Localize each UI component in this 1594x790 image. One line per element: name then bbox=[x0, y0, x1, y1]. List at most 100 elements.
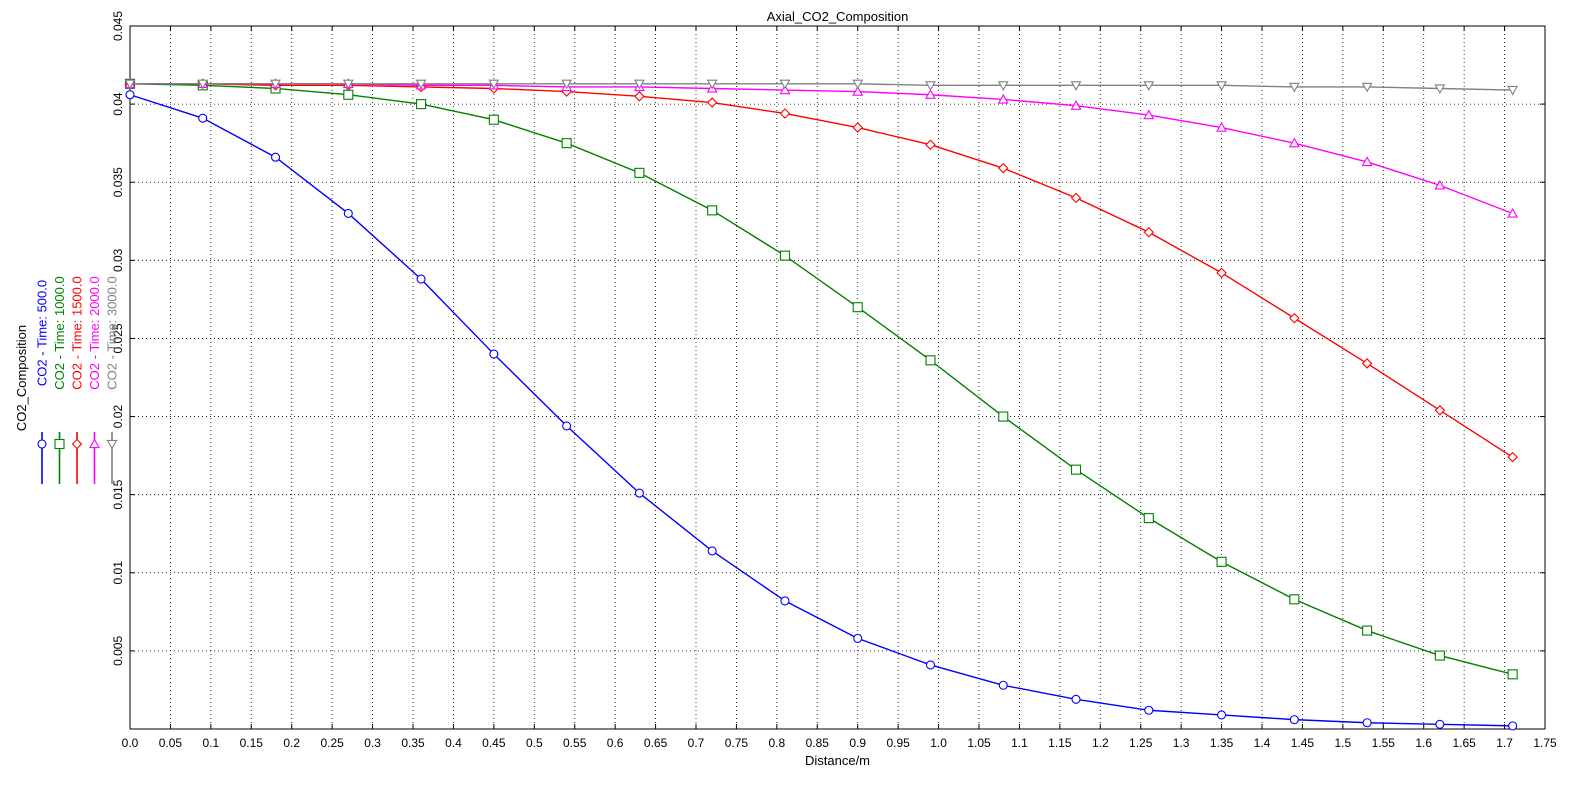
data-point-marker bbox=[1508, 721, 1518, 731]
series-line bbox=[129, 94, 1513, 727]
x-tick-label: 1.7 bbox=[1496, 736, 1513, 750]
x-tick-label: 1.05 bbox=[967, 736, 991, 750]
x-tick-label: 0.55 bbox=[563, 736, 587, 750]
data-point-marker bbox=[852, 85, 864, 96]
legend-item-label: CO2 - Time: 3000.0 bbox=[105, 276, 120, 389]
data-point-marker bbox=[1144, 705, 1154, 715]
legend-title: CO2_Composition bbox=[14, 325, 29, 431]
data-point-marker bbox=[634, 91, 645, 102]
data-point-marker bbox=[634, 488, 644, 498]
data-point-marker bbox=[780, 596, 790, 606]
data-point-marker bbox=[1216, 121, 1228, 132]
data-point-marker bbox=[489, 349, 499, 359]
x-tick-label: 0.5 bbox=[526, 736, 543, 750]
data-point-marker bbox=[562, 421, 572, 431]
x-tick-label: 1.2 bbox=[1092, 736, 1109, 750]
data-point-marker bbox=[343, 208, 353, 219]
data-point-marker bbox=[488, 114, 499, 125]
grid-layer bbox=[130, 26, 1545, 729]
data-point-marker bbox=[1289, 594, 1300, 605]
data-point-marker bbox=[1143, 81, 1155, 91]
legend-item-label: CO2 - Time: 2000.0 bbox=[87, 276, 102, 389]
y-tick-label: 0.045 bbox=[111, 11, 125, 41]
y-tick-label: 0.015 bbox=[111, 479, 125, 509]
x-tick-label: 0.05 bbox=[159, 736, 183, 750]
x-tick-label: 0.3 bbox=[364, 736, 381, 750]
data-point-marker bbox=[779, 108, 791, 119]
legend-item-label: CO2 - Time: 1000.0 bbox=[52, 276, 67, 389]
data-point-marker bbox=[1070, 81, 1082, 91]
data-point-marker bbox=[1216, 267, 1227, 279]
x-tick-label: 1.0 bbox=[930, 736, 947, 750]
data-point-marker bbox=[925, 81, 936, 91]
series-5 bbox=[124, 79, 1519, 96]
data-point-marker bbox=[1143, 109, 1155, 120]
series-line bbox=[129, 83, 1513, 675]
legend: CO2_Composition CO2 - Time: 500.0 CO2 - T… bbox=[14, 276, 120, 484]
data-point-marker bbox=[925, 139, 936, 151]
data-point-marker bbox=[1288, 82, 1300, 93]
x-tick-label: 1.1 bbox=[1011, 736, 1028, 750]
ticks-layer: 0.0 0.05 0.1 0.15 0.2 0.25 0.3 0.35 0.4 0.45 0.5 0.… bbox=[111, 11, 1557, 750]
x-tick-label: 0.15 bbox=[240, 736, 264, 750]
x-tick-label: 0.7 bbox=[688, 736, 705, 750]
data-point-marker bbox=[89, 438, 100, 449]
series-4 bbox=[124, 78, 1519, 218]
data-point-marker bbox=[1217, 710, 1227, 720]
data-point-marker bbox=[415, 79, 427, 90]
x-tick-label: 1.5 bbox=[1335, 736, 1352, 750]
x-tick-label: 1.45 bbox=[1291, 736, 1315, 750]
data-point-marker bbox=[1507, 669, 1518, 680]
x-tick-label: 0.2 bbox=[283, 736, 300, 750]
data-point-marker bbox=[270, 79, 281, 90]
data-point-marker bbox=[106, 439, 118, 450]
data-point-marker bbox=[925, 89, 936, 99]
data-point-marker bbox=[852, 302, 863, 313]
chart-title: Axial_CO2_Composition bbox=[767, 9, 909, 24]
data-point-marker bbox=[343, 89, 354, 100]
data-point-marker bbox=[707, 205, 718, 216]
data-point-marker bbox=[1070, 464, 1082, 475]
series-1 bbox=[125, 90, 1518, 731]
x-tick-label: 0.45 bbox=[482, 736, 506, 750]
y-tick-label: 0.04 bbox=[111, 92, 125, 116]
data-point-marker bbox=[1361, 358, 1373, 369]
data-point-marker bbox=[925, 355, 936, 366]
data-point-marker bbox=[998, 411, 1009, 422]
x-tick-label: 1.75 bbox=[1533, 736, 1557, 750]
y-tick-label: 0.03 bbox=[111, 248, 125, 272]
data-point-marker bbox=[416, 274, 426, 284]
data-point-marker bbox=[1071, 694, 1081, 704]
x-tick-label: 0.6 bbox=[607, 736, 624, 750]
data-point-marker bbox=[54, 438, 65, 450]
data-point-marker bbox=[71, 438, 83, 450]
x-tick-label: 0.75 bbox=[725, 736, 749, 750]
x-tick-label: 0.25 bbox=[320, 736, 344, 750]
data-point-marker bbox=[1507, 85, 1519, 96]
plot-frame bbox=[129, 25, 1546, 730]
y-tick-label: 0.035 bbox=[111, 167, 125, 197]
data-point-marker bbox=[1362, 718, 1372, 728]
x-tick-label: 0.95 bbox=[886, 736, 910, 750]
data-point-marker bbox=[1507, 207, 1519, 218]
x-tick-label: 0.85 bbox=[806, 736, 830, 750]
data-point-marker bbox=[1434, 650, 1445, 661]
data-point-marker bbox=[124, 79, 136, 90]
data-point-marker bbox=[1361, 82, 1373, 93]
data-point-marker bbox=[925, 660, 936, 670]
x-tick-label: 0.9 bbox=[849, 736, 866, 750]
data-point-marker bbox=[37, 439, 47, 449]
x-tick-label: 1.25 bbox=[1129, 736, 1153, 750]
series-layer bbox=[124, 78, 1519, 731]
data-point-marker bbox=[706, 79, 718, 90]
data-point-marker bbox=[634, 167, 645, 178]
data-point-marker bbox=[1288, 137, 1300, 148]
y-tick-label: 0.025 bbox=[111, 323, 125, 353]
data-point-marker bbox=[1143, 226, 1155, 238]
data-point-marker bbox=[1435, 719, 1445, 729]
legend-item-label: CO2 - Time: 1500.0 bbox=[70, 276, 85, 389]
data-point-marker bbox=[779, 250, 790, 261]
data-point-marker bbox=[633, 79, 645, 90]
data-point-marker bbox=[1070, 192, 1082, 204]
